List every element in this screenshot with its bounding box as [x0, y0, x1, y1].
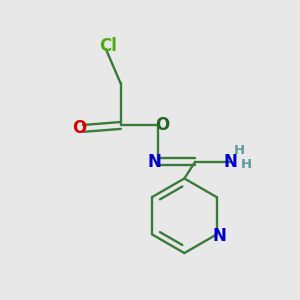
- Text: H: H: [241, 158, 252, 171]
- Text: O: O: [155, 116, 169, 134]
- Text: N: N: [148, 153, 162, 171]
- Text: N: N: [224, 153, 237, 171]
- Text: N: N: [213, 227, 226, 245]
- Text: O: O: [72, 119, 86, 137]
- Text: Cl: Cl: [99, 37, 117, 55]
- Text: H: H: [234, 145, 245, 158]
